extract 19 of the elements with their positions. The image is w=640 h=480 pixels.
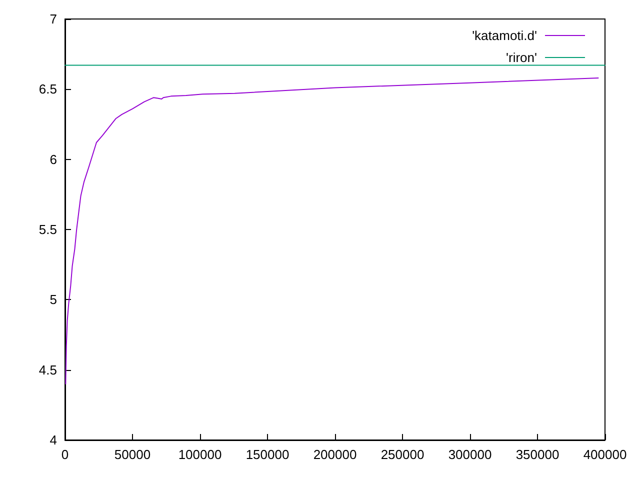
- x-tick-label: 50000: [114, 447, 151, 462]
- legend-label: 'katamoti.d': [472, 28, 537, 43]
- y-tick-label: 5: [50, 292, 57, 308]
- y-tick-label: 4: [50, 432, 57, 448]
- y-tick-label: 6.5: [38, 82, 57, 97]
- x-tick-label: 400000: [583, 447, 627, 462]
- x-tick-label: 300000: [448, 447, 492, 462]
- x-tick-label: 150000: [246, 447, 290, 462]
- x-tick-label: 0: [61, 447, 69, 462]
- line-series: [65, 77, 599, 384]
- x-tick-label: 250000: [380, 447, 424, 462]
- y-tick-label: 6: [50, 152, 57, 167]
- x-tick-label: 200000: [313, 447, 357, 462]
- y-tick-label: 5.5: [38, 222, 57, 237]
- y-tick-label: 7: [50, 12, 57, 26]
- x-tick-label: 350000: [516, 447, 560, 462]
- y-tick-label: 4.5: [38, 362, 57, 378]
- x-tick-label: 100000: [178, 447, 222, 462]
- legend-label: 'riron': [506, 50, 537, 65]
